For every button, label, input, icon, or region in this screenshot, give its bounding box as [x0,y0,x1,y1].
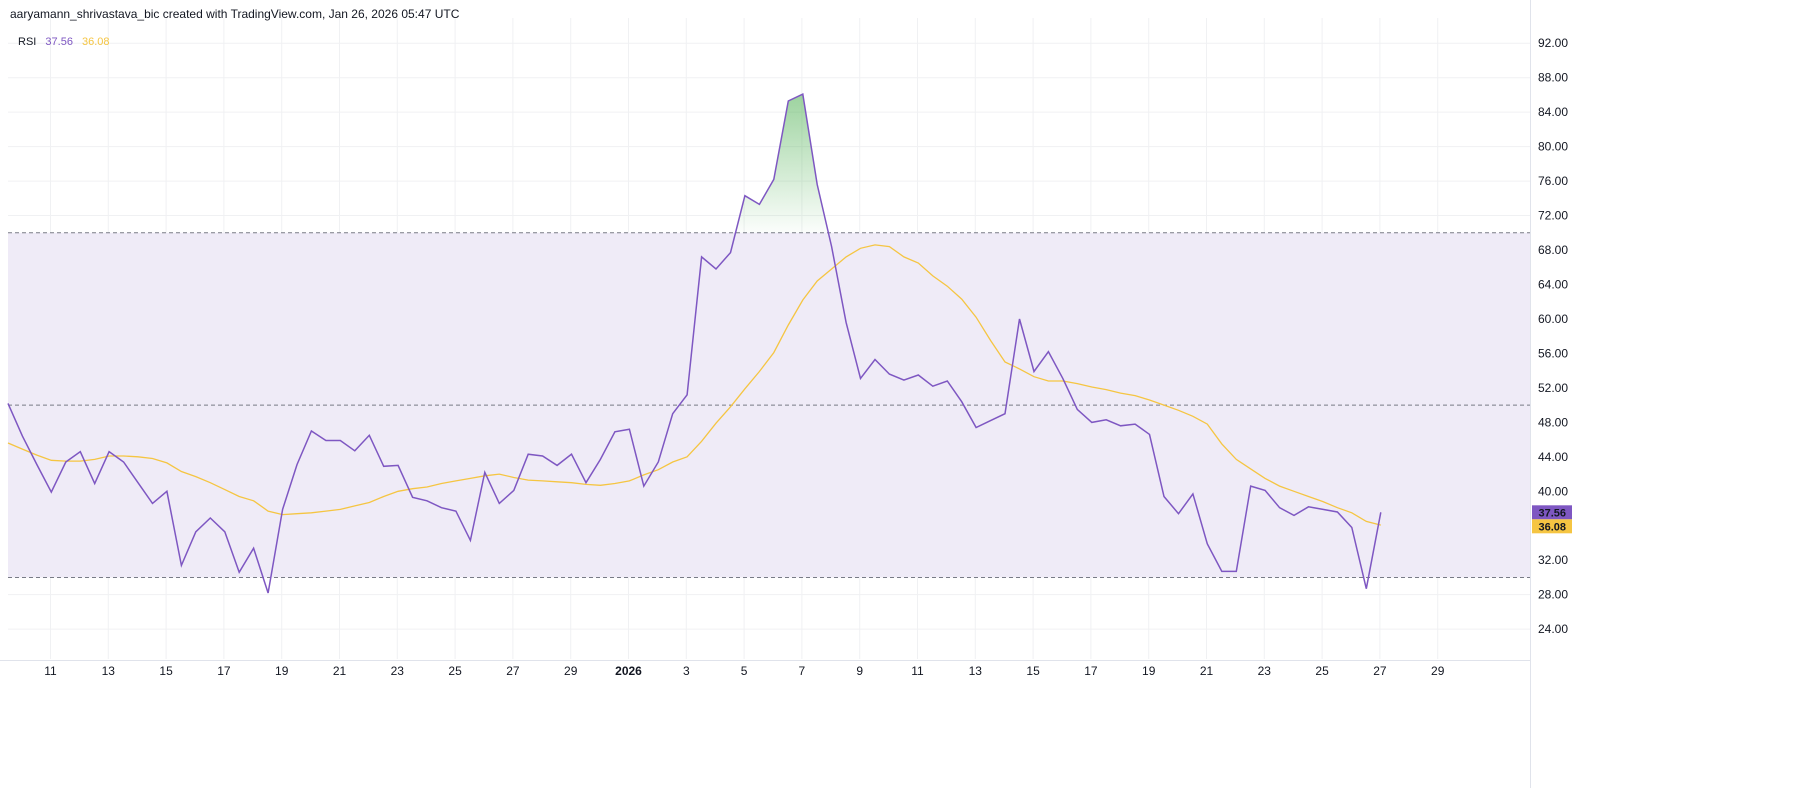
x-tick-label: 19 [1142,664,1156,678]
legend-label: RSI [18,36,37,48]
x-tick-label: 15 [1026,664,1040,678]
x-tick-label: 29 [564,664,578,678]
x-tick-label: 19 [275,664,289,678]
rsi-band-background [8,232,1530,578]
y-tick-label: 56.00 [1538,346,1568,360]
y-tick-label: 76.00 [1538,174,1568,188]
band-lines [8,232,1530,578]
ma-last-value-badge-text: 36.08 [1538,521,1566,533]
rsi-last-value-badge-bg [1532,505,1572,520]
chart-header: aaryamann_shrivastava_bic created with T… [10,7,459,21]
rsi-ma-line [7,244,1381,526]
x-tick-label: 25 [1315,664,1329,678]
y-tick-label: 64.00 [1538,277,1568,291]
y-tick-label: 60.00 [1538,312,1568,326]
x-tick-label: 27 [506,664,520,678]
y-tick-label: 88.00 [1538,71,1568,85]
x-tick-label: 5 [741,664,748,678]
x-tick-label: 11 [44,664,57,678]
x-tick-label: 27 [1373,664,1387,678]
legend-rsi-value: 37.56 [45,36,73,48]
y-tick-label: 68.00 [1538,243,1568,257]
x-tick-label: 17 [217,664,231,678]
x-tick-label: 23 [1258,664,1272,678]
x-tick-label: 11 [911,664,924,678]
x-tick-label: 25 [448,664,462,678]
ma-last-value-badge-bg [1532,519,1572,534]
x-tick-label: 7 [799,664,806,678]
x-tick-label: 21 [333,664,347,678]
x-tick-label: 13 [969,664,983,678]
y-tick-label: 80.00 [1538,140,1568,154]
y-tick-label: 24.00 [1538,622,1568,636]
time-scale[interactable]: 11 13 15 17 19 21 23 25 27 29 2026 3 5 7 9 11 13 15 17 19 21… [0,660,1530,679]
x-tick-label: 13 [102,664,116,678]
x-tick-label: 15 [159,664,173,678]
x-tick-label: 3 [683,664,690,678]
indicator-legend[interactable]: RSI 37.56 36.08 [18,36,110,48]
x-tick-label: 17 [1084,664,1098,678]
x-tick-label: 23 [391,664,405,678]
y-tick-label: 48.00 [1538,415,1568,429]
x-tick-label: 9 [856,664,863,678]
legend-ma-value: 36.08 [82,36,110,48]
y-tick-label: 32.00 [1538,553,1568,567]
y-tick-label: 72.00 [1538,209,1568,223]
x-tick-label: 2026 [615,664,642,678]
x-tick-label: 21 [1200,664,1214,678]
y-tick-label: 40.00 [1538,484,1568,498]
rsi-last-value-badge-text: 37.56 [1538,507,1566,519]
overbought-fill [735,94,829,233]
x-tick-label: 29 [1431,664,1445,678]
y-tick-label: 84.00 [1538,105,1568,119]
header-text: aaryamann_shrivastava_bic created with T… [10,7,460,21]
y-tick-label: 52.00 [1538,381,1568,395]
y-tick-label: 92.00 [1538,36,1568,50]
rsi-line [7,92,1382,594]
y-tick-label: 28.00 [1538,588,1568,602]
price-scale[interactable]: 92.00 88.00 84.00 80.00 76.00 72.00 68.00 64.00… [1530,0,1569,788]
last-value-badges: 37.56 36.08 [1532,505,1572,534]
y-tick-label: 44.00 [1538,450,1568,464]
